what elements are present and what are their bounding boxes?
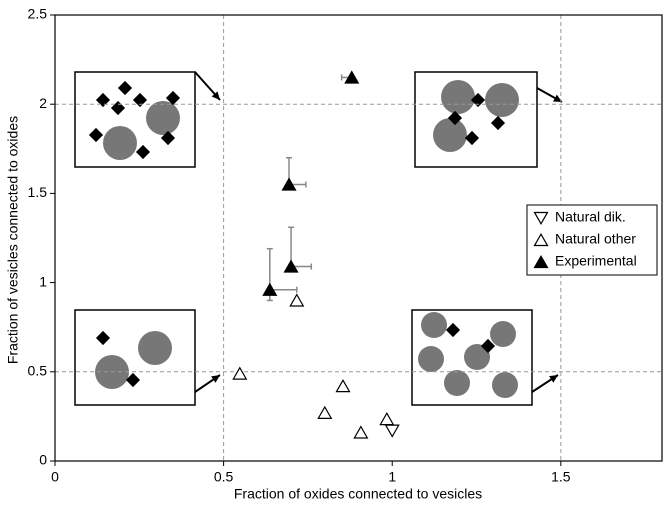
- vesicle: [441, 80, 475, 114]
- data-point: [344, 70, 360, 84]
- x-tick-label: 1.5: [551, 469, 571, 485]
- oxide: [95, 330, 111, 346]
- vesicle: [485, 83, 519, 117]
- x-tick-label: 0: [51, 469, 59, 485]
- y-tick-label: 2: [39, 95, 47, 111]
- y-tick-label: 0.5: [28, 363, 48, 379]
- data-point: [353, 425, 369, 439]
- legend-marker: [533, 254, 549, 269]
- y-axis-label: Fraction of vesicles connected to oxides: [5, 116, 21, 364]
- vesicle: [433, 118, 467, 152]
- legend-label: Natural dik.: [555, 209, 626, 225]
- y-tick-label: 0: [39, 452, 47, 468]
- vesicle: [444, 370, 470, 396]
- oxide: [125, 372, 141, 388]
- legend-box: [526, 204, 658, 276]
- legend-label: Natural other: [555, 231, 636, 247]
- y-tick-label: 1: [39, 273, 47, 289]
- data-point: [335, 379, 351, 393]
- vesicle: [146, 101, 180, 135]
- data-point: [283, 259, 299, 273]
- vesicle: [103, 126, 137, 160]
- data-point: [384, 424, 400, 438]
- y-tick-label: 1.5: [28, 184, 48, 200]
- legend-marker: [533, 211, 549, 226]
- legend-marker: [533, 232, 549, 247]
- inset-box: [414, 71, 538, 168]
- data-point: [232, 366, 248, 380]
- vesicle: [138, 331, 172, 365]
- oxide: [445, 322, 461, 338]
- oxide: [480, 338, 496, 354]
- legend-label: Experimental: [555, 253, 637, 269]
- vesicle: [490, 321, 516, 347]
- oxide: [470, 92, 486, 108]
- oxide: [447, 110, 463, 126]
- arrow-head: [211, 91, 220, 100]
- x-tick-label: 1: [388, 469, 396, 485]
- insets: [74, 71, 563, 406]
- legend: Natural dik. Natural other Experimental: [526, 204, 658, 276]
- oxide: [160, 130, 176, 146]
- data-point: [281, 177, 297, 191]
- data-point: [262, 282, 278, 296]
- vesicle: [421, 312, 447, 338]
- vesicle: [464, 344, 490, 370]
- data-point: [289, 293, 305, 307]
- arrow-head: [211, 375, 220, 383]
- arrow-head: [553, 94, 562, 102]
- plot-frame: [54, 14, 663, 462]
- oxide: [490, 115, 506, 131]
- arrow-head: [549, 375, 558, 383]
- oxide: [135, 144, 151, 160]
- inset-box: [74, 309, 196, 406]
- vesicle: [418, 346, 444, 372]
- x-tick-label: 0.5: [214, 469, 234, 485]
- y-tick-label: 2.5: [28, 6, 48, 22]
- vesicle: [492, 372, 518, 398]
- x-axis-label: Fraction of oxides connected to vesicles: [234, 486, 482, 502]
- data-point: [379, 412, 395, 426]
- data-point: [317, 405, 333, 419]
- oxide: [464, 130, 480, 146]
